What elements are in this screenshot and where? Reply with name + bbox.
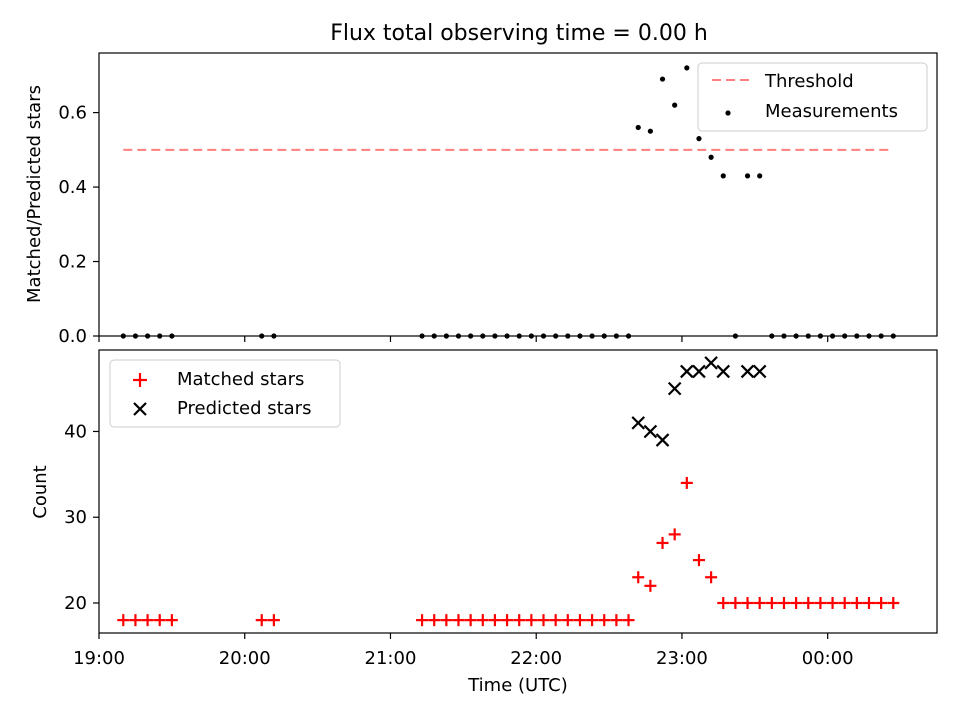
predicted-star-point: [752, 364, 767, 379]
bottom-x-tick-label: 23:00: [656, 648, 708, 669]
matched-star-point: [656, 536, 669, 549]
matched-star-point: [705, 571, 718, 584]
measurement-point: [672, 102, 678, 108]
measurement-point: [659, 76, 666, 82]
legend-predicted-label: Predicted stars: [177, 398, 311, 419]
matched-star-point: [741, 596, 754, 609]
matched-star-point: [850, 596, 863, 609]
matched-star-point: [802, 596, 815, 609]
measurement-point: [744, 173, 751, 179]
matched-star-point: [862, 596, 875, 609]
matched-star-point: [598, 614, 611, 627]
matched-star-point: [668, 528, 681, 541]
predicted-star-point: [680, 364, 694, 379]
matched-star-point: [826, 596, 839, 609]
top-legend: Threshold Measurements: [697, 62, 928, 132]
matched-star-point: [117, 614, 130, 627]
matched-star-point: [165, 614, 178, 627]
bottom-x-tick-label: 20:00: [219, 648, 271, 669]
matched-star-point: [632, 571, 645, 584]
matched-star-point: [610, 614, 623, 627]
measurement-point: [635, 124, 641, 131]
matched-star-point: [488, 614, 501, 627]
measurement-point: [757, 173, 763, 179]
matched-star-point: [255, 614, 268, 627]
legend-predicted-swatch: [133, 402, 147, 416]
matched-star-point: [814, 596, 827, 609]
matched-star-point: [753, 596, 766, 609]
predicted-star-point: [631, 416, 646, 430]
matched-star-point: [549, 614, 562, 627]
bottom-x-tick-label: 19:00: [73, 648, 125, 669]
top-panel: 0.0 0.2 0.4 0.6 Matched/Predicted stars Thr…: [24, 52, 938, 347]
matched-star-point: [513, 614, 526, 627]
predicted-star-point: [643, 424, 658, 439]
measurement-point: [647, 128, 653, 134]
bottom-y-axis-label: Count: [30, 465, 51, 518]
matched-star-point: [573, 614, 586, 627]
matched-star-point: [129, 614, 142, 627]
matched-star-point: [452, 614, 465, 627]
matched-star-point: [887, 596, 900, 609]
matched-star-point: [622, 614, 635, 627]
matched-star-point: [765, 596, 778, 609]
legend-measurements-label: Measurements: [765, 101, 898, 122]
bottom-x-tick-label: 21:00: [365, 648, 417, 669]
top-plot-frame: [98, 52, 938, 337]
bottom-plot-frame: [98, 349, 938, 634]
matched-star-point: [680, 476, 693, 489]
matched-star-point: [790, 596, 803, 609]
matched-star-point: [501, 614, 514, 627]
top-y-tick-label: 0.2: [58, 252, 87, 273]
predicted-star-point: [704, 356, 718, 370]
measurement-point: [696, 136, 702, 142]
matched-star-point: [464, 614, 477, 627]
bottom-legend: Matched stars Predicted stars: [109, 359, 341, 428]
matched-star-point: [428, 614, 441, 627]
predicted-star-point: [692, 364, 706, 379]
top-y-tick-label: 0.4: [58, 177, 87, 198]
bottom-x-tick-label: 00:00: [802, 648, 854, 669]
matched-star-point: [476, 614, 489, 627]
bottom-panel: 19:00 20:00 21:00 22:00 23:00 00:00 20 30 40 Co…: [30, 349, 938, 696]
bottom-y-tick-label: 30: [64, 507, 87, 528]
bottom-y-tick-label: 40: [64, 421, 87, 442]
matched-star-point: [440, 614, 453, 627]
matched-star-point: [875, 596, 888, 609]
matched-star-point: [537, 614, 550, 627]
matched-star-point: [525, 614, 538, 627]
legend-measurements-swatch: [725, 110, 731, 116]
matched-star-point: [267, 614, 280, 627]
predicted-star-point: [716, 364, 731, 379]
top-y-tick-label: 0.0: [58, 326, 87, 347]
matched-star-point: [838, 596, 851, 609]
measurement-point: [720, 173, 726, 179]
matched-star-point: [692, 554, 705, 567]
bottom-y-tick-label: 20: [64, 593, 87, 614]
predicted-star-point: [667, 381, 682, 396]
top-y-axis-label: Matched/Predicted stars: [24, 85, 45, 303]
matched-star-point: [777, 596, 790, 609]
legend-threshold-label: Threshold: [764, 71, 854, 92]
measurement-point: [708, 154, 714, 160]
legend-matched-swatch: [133, 373, 147, 387]
bottom-x-tick-label: 22:00: [510, 648, 562, 669]
predicted-star-point: [740, 364, 755, 379]
matched-star-point: [141, 614, 154, 627]
x-axis-label: Time (UTC): [467, 675, 568, 696]
figure-title: Flux total observing time = 0.00 h: [330, 21, 708, 46]
matched-star-point: [717, 596, 730, 609]
matched-star-point: [586, 614, 599, 627]
matched-star-point: [561, 614, 574, 627]
top-y-tick-label: 0.6: [58, 103, 87, 124]
predicted-star-point: [655, 433, 670, 447]
matched-star-point: [729, 596, 742, 609]
measurement-point: [684, 65, 690, 71]
matched-star-point: [644, 579, 657, 592]
matched-star-point: [416, 614, 429, 627]
legend-matched-label: Matched stars: [177, 369, 304, 390]
matched-star-point: [153, 614, 166, 627]
